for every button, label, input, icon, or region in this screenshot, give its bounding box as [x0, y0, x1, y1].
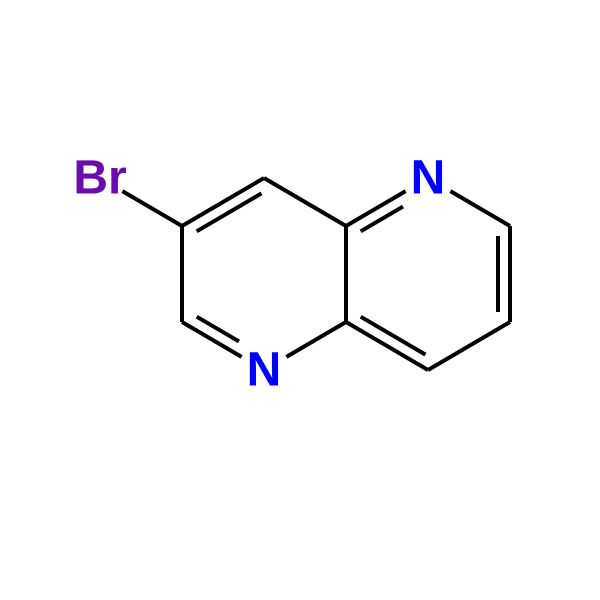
bond-line	[122, 191, 182, 226]
molecule-diagram: Br N N	[0, 0, 600, 600]
bond-line	[450, 191, 510, 226]
bond-line	[182, 178, 264, 226]
bond-line	[361, 207, 403, 232]
bond-line	[264, 178, 346, 226]
bond-line	[197, 317, 239, 342]
bond-line	[286, 322, 346, 357]
atom-label-br: Br	[73, 152, 126, 205]
atom-label-n: N	[247, 344, 282, 397]
bond-line	[346, 322, 428, 370]
atom-label-n: N	[411, 152, 446, 205]
bond-line	[428, 322, 510, 370]
